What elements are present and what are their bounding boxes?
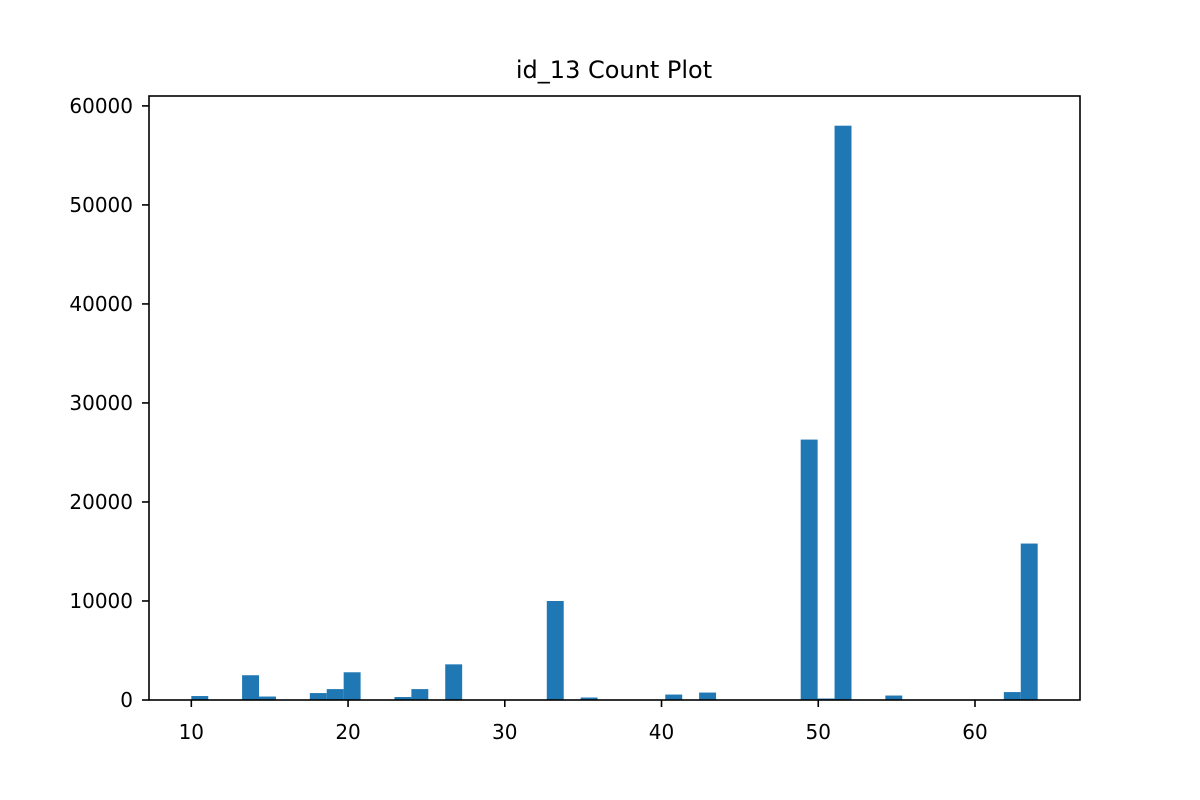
chart-title: id_13 Count Plot [516, 56, 712, 84]
x-tick-label-60: 60 [962, 720, 987, 744]
bar-17 [1003, 692, 1021, 700]
x-tick-label-50: 50 [806, 720, 831, 744]
x-tick-label-30: 30 [492, 720, 517, 744]
x-tick-label-10: 10 [179, 720, 204, 744]
bar-18 [1020, 543, 1038, 700]
y-tick-label-20000: 20000 [69, 490, 133, 514]
y-tick-label-30000: 30000 [69, 391, 133, 415]
bar-7 [411, 689, 429, 700]
bar-2 [259, 696, 276, 700]
bar-3 [309, 693, 327, 700]
bar-5 [343, 672, 361, 700]
bar-15 [834, 125, 852, 701]
bar-10 [580, 697, 598, 700]
y-axis: 0 10000 20000 30000 40000 50000 60000 [69, 94, 149, 712]
x-axis: 10 20 30 40 50 60 [179, 700, 988, 744]
y-tick-label-40000: 40000 [69, 292, 133, 316]
bar-6 [394, 697, 412, 700]
y-tick-label-60000: 60000 [69, 94, 133, 118]
bar-9 [546, 600, 564, 700]
bars-group [191, 125, 1038, 701]
bar-13 [800, 439, 818, 700]
y-tick-label-0: 0 [120, 688, 133, 712]
bar-11 [665, 694, 683, 700]
y-tick-label-10000: 10000 [69, 589, 133, 613]
x-tick-label-40: 40 [649, 720, 674, 744]
bar-4 [326, 689, 344, 700]
x-tick-label-20: 20 [335, 720, 360, 744]
bar-12 [699, 692, 717, 700]
y-tick-label-50000: 50000 [69, 193, 133, 217]
bar-8 [445, 664, 463, 700]
bar-1 [242, 675, 260, 700]
bar-0 [191, 696, 209, 700]
plot-frame [148, 95, 1081, 701]
bar-16 [885, 695, 903, 700]
